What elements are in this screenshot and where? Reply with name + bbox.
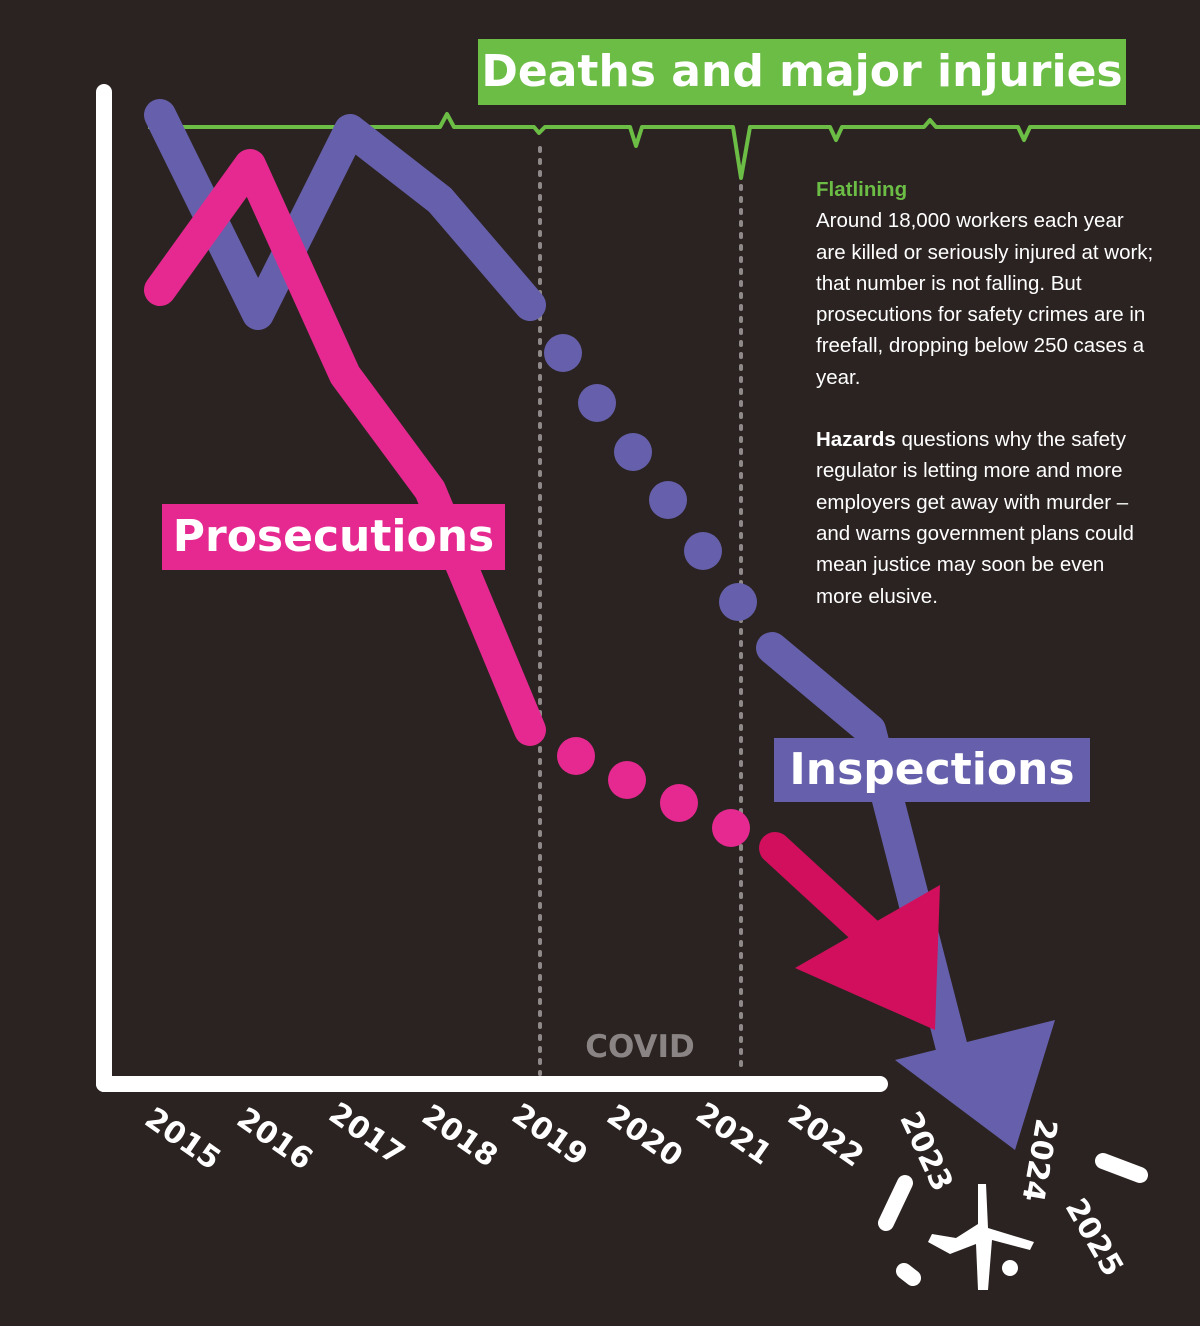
- deaths-series-label: Deaths and major injuries: [478, 39, 1126, 105]
- inspections-line-solid: [144, 99, 546, 330]
- covid-label: COVID: [585, 1029, 695, 1065]
- inspections-dot: [614, 433, 652, 471]
- falling-person-icon: [928, 1184, 1034, 1290]
- inspections-dot: [578, 384, 616, 422]
- inspections-dot: [684, 532, 722, 570]
- inspections-dot: [544, 334, 582, 372]
- deaths-series-line: [148, 112, 1200, 180]
- inspections-arrowhead: [895, 1020, 1055, 1150]
- x-tick-label: 2022: [781, 1098, 869, 1175]
- falling-person-body: [928, 1184, 1034, 1290]
- axes: [96, 84, 888, 1092]
- prosecutions-series-label: Prosecutions: [162, 504, 505, 570]
- annotation-heading: Flatlining: [816, 178, 908, 201]
- inspections-dot: [649, 481, 687, 519]
- x-tick-label: 2024: [1015, 1116, 1064, 1204]
- annotation-text: Flatlining Around 18,000 workers each ye…: [816, 174, 1156, 612]
- axis-fragment: [878, 1175, 913, 1231]
- prosecutions-dot: [712, 809, 750, 847]
- x-tick-label: 2019: [505, 1097, 593, 1174]
- annotation-bold-word: Hazards: [816, 428, 896, 452]
- inspections-series-label: Inspections: [774, 738, 1090, 802]
- x-tick-label: 2016: [230, 1101, 318, 1178]
- inspections-series: [144, 99, 1055, 1150]
- annotation-paragraph: Around 18,000 workers each year are kill…: [816, 209, 1154, 389]
- covid-guides: COVID: [538, 146, 743, 1076]
- x-tick-label: 2015: [138, 1101, 226, 1178]
- falling-person-head: [1002, 1260, 1018, 1276]
- prosecutions-dot: [608, 761, 646, 799]
- prosecutions-line-solid: [144, 149, 546, 746]
- broken-axis-pieces: [878, 1153, 1148, 1286]
- axis-fragment: [1095, 1153, 1148, 1183]
- annotation-paragraph: Hazards questions why the safety regulat…: [816, 424, 1156, 612]
- prosecutions-series: [144, 149, 940, 1030]
- x-tick-label: 2017: [322, 1096, 410, 1173]
- prosecutions-line-after: [759, 832, 891, 956]
- x-tick-label: 2018: [415, 1098, 503, 1175]
- x-tick-label: 2025: [1058, 1193, 1130, 1283]
- prosecutions-arrowhead: [795, 885, 940, 1030]
- x-tick-label: 2021: [689, 1096, 777, 1173]
- x-tick-label: 2020: [600, 1098, 688, 1175]
- prosecutions-dot: [557, 737, 595, 775]
- annotation-paragraph-rest: questions why the safety regulator is le…: [816, 428, 1134, 608]
- inspections-dot: [719, 583, 757, 621]
- prosecutions-dot: [660, 784, 698, 822]
- axis-fragment: [896, 1263, 921, 1286]
